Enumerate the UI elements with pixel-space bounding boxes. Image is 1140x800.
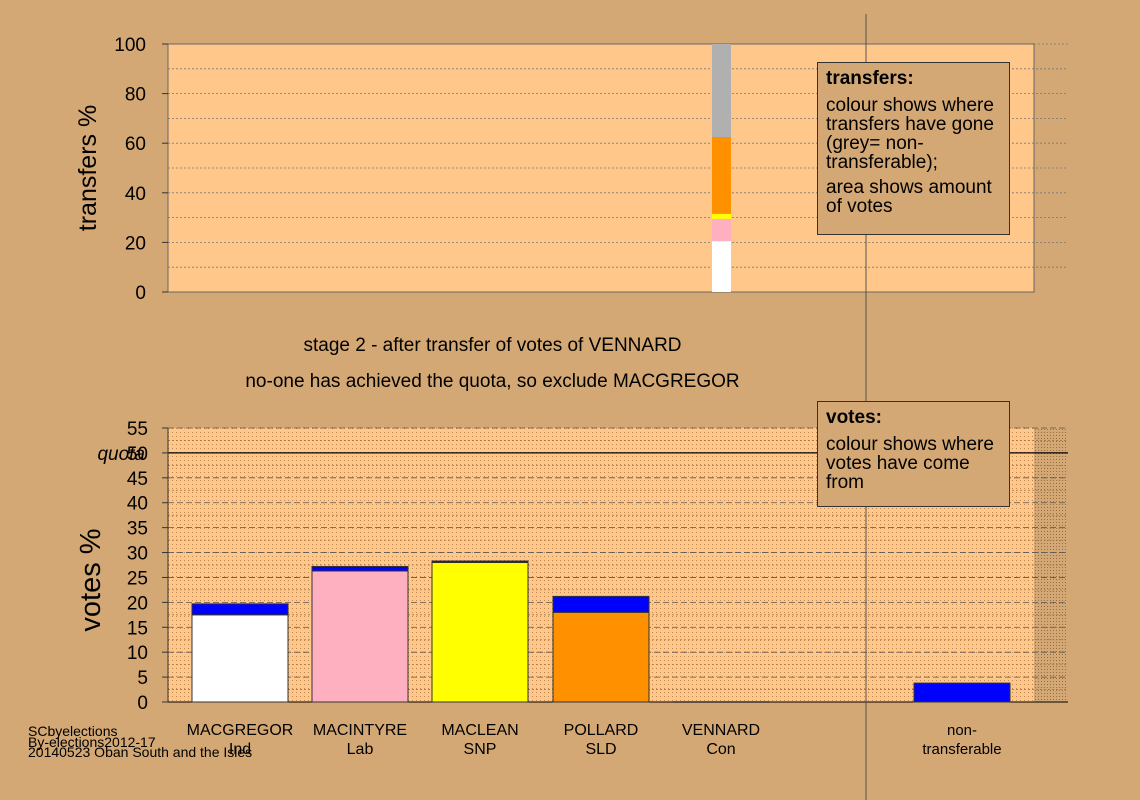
category-label: POLLARD <box>564 722 639 739</box>
y-tick-label: 5 <box>137 668 148 689</box>
y-tick-label: 15 <box>127 618 148 639</box>
bar-macgregor <box>191 614 289 703</box>
stage-line-2: no-one has achieved the quota, so exclud… <box>245 371 740 392</box>
y-tick-label: 20 <box>127 593 148 614</box>
transfer-segment-non-transferable <box>712 44 731 137</box>
credit-line-2: By-elections2012-17 <box>28 734 156 750</box>
category-label: non- <box>947 722 977 739</box>
y-axis-title: votes % <box>75 528 107 631</box>
votes-legend-para1: colour shows where votes have come from <box>826 434 994 493</box>
transfers-legend-para1: colour shows where transfers have gone (… <box>826 95 994 173</box>
y-tick-label: 20 <box>125 233 146 254</box>
transfer-segment-macintyre <box>712 218 731 242</box>
y-tick-label: 80 <box>125 85 146 106</box>
y-tick-label: 50 <box>127 444 148 465</box>
transfer-segment-maclean <box>712 213 731 219</box>
transfers-legend-para2: area shows amount of votes <box>826 177 992 217</box>
category-party-label: Con <box>706 741 735 758</box>
y-tick-label: 30 <box>127 544 148 565</box>
category-party-label: Ind <box>229 741 251 758</box>
y-tick-label: 45 <box>127 469 148 490</box>
votes-plot-area-right <box>1034 428 1068 702</box>
quota-label: quota <box>97 444 145 465</box>
y-tick-label: 40 <box>125 184 146 205</box>
category-party-label: SNP <box>464 741 497 758</box>
credit-line-3: 20140523 Oban South and the Isles <box>28 744 253 760</box>
stage-line-1: stage 2 - after transfer of votes of VEN… <box>303 335 682 356</box>
credit-line-1: SCbyelections <box>28 723 118 739</box>
y-tick-label: 0 <box>135 283 146 304</box>
category-party-label: SLD <box>585 741 616 758</box>
transfers-legend-title: transfers: <box>826 68 914 89</box>
y-axis-title: transfers % <box>74 105 102 231</box>
bar-transfer-pollard <box>552 595 650 613</box>
y-tick-label: 55 <box>127 419 148 440</box>
category-party-label: Lab <box>347 741 374 758</box>
votes-legend: votes: colour shows where votes have com… <box>817 401 1010 507</box>
bar-pollard <box>552 611 650 703</box>
category-label: MACGREGOR <box>187 722 294 739</box>
category-party-label: transferable <box>922 741 1001 758</box>
votes-legend-title: votes: <box>826 407 882 428</box>
transfers-legend: transfers: colour shows where transfers … <box>817 62 1010 235</box>
category-label: MACLEAN <box>441 722 518 739</box>
y-tick-label: 100 <box>114 35 146 56</box>
y-tick-label: 25 <box>127 568 148 589</box>
y-tick-label: 35 <box>127 519 148 540</box>
category-label: VENNARD <box>682 722 760 739</box>
y-tick-label: 60 <box>125 134 146 155</box>
bar-transfer-maclean <box>431 560 529 564</box>
category-label: MACINTYRE <box>313 722 407 739</box>
y-tick-label: 10 <box>127 643 148 664</box>
transfer-segment-pollard <box>712 137 731 214</box>
transfer-segment-macgregor <box>712 241 731 292</box>
bar-maclean <box>431 562 529 703</box>
bar-transfer-macintyre <box>311 565 409 572</box>
bar-macintyre <box>311 570 409 703</box>
y-tick-label: 0 <box>137 693 148 714</box>
bar-transfer-macgregor <box>191 603 289 616</box>
y-tick-label: 40 <box>127 494 148 515</box>
bar-transfer-non- <box>913 682 1011 703</box>
